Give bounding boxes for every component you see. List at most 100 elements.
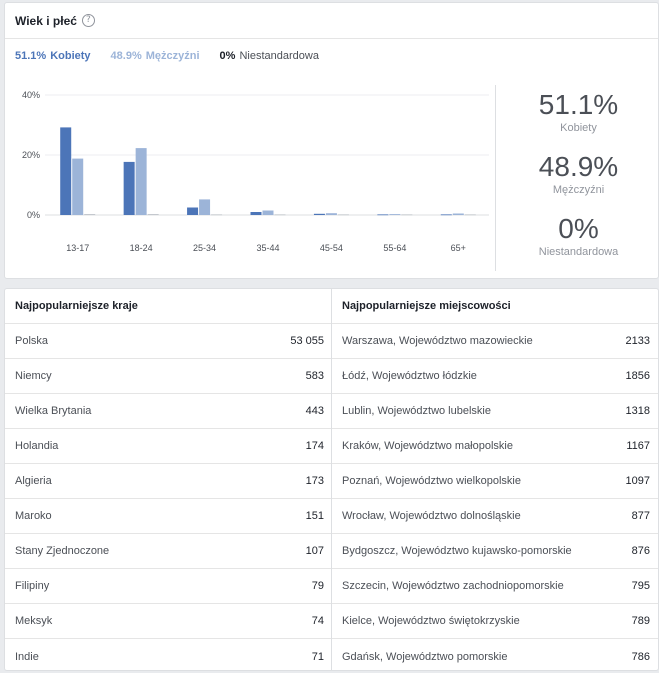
summary-other: 0% Niestandardowa — [497, 213, 659, 275]
city-name: Szczecin, Województwo zachodniopomorskie — [342, 580, 564, 592]
city-value: 1097 — [625, 475, 650, 487]
x-tick-label: 13-17 — [66, 243, 89, 253]
bar-other-35-44[interactable] — [274, 214, 286, 216]
summary-men: 48.9% Mężczyźni — [497, 151, 659, 213]
x-tick-label: 45-54 — [320, 243, 343, 253]
bar-other-13-17[interactable] — [84, 214, 96, 215]
country-value: 583 — [305, 370, 324, 382]
gender-legend: 51.1% Kobiety 48.9% Mężczyźni 0% Niestan… — [15, 50, 319, 62]
summary-women: 51.1% Kobiety — [497, 89, 659, 151]
legend-women-pct: 51.1% — [15, 50, 47, 62]
cities-rows: Warszawa, Województwo mazowieckie 2133 Łód… — [332, 324, 658, 673]
bar-women-18-24[interactable] — [123, 161, 135, 215]
y-tick-label: 20% — [22, 150, 40, 160]
country-name: Meksyk — [15, 615, 53, 627]
country-name: Polska — [15, 335, 49, 347]
country-name: Algieria — [15, 475, 52, 487]
table-row: Indie 71 — [5, 639, 332, 673]
bar-men-65+[interactable] — [452, 213, 464, 216]
legend-women[interactable]: 51.1% Kobiety — [15, 50, 91, 62]
bar-men-45-54[interactable] — [325, 213, 337, 215]
summary-men-value: 48.9% — [538, 151, 619, 182]
summary-women-label: Kobiety — [560, 122, 597, 134]
table-row: Polska 53 055 — [5, 324, 332, 359]
legend-men-label: Mężczyźni — [145, 50, 200, 62]
country-name: Maroko — [15, 510, 52, 522]
table-row: Algieria 173 — [5, 464, 332, 499]
x-tick-label: 35-44 — [256, 243, 279, 253]
country-value: 151 — [305, 510, 324, 522]
countries-header: Najpopularniejsze kraje — [5, 289, 332, 324]
country-name: Indie — [15, 650, 39, 663]
bar-women-13-17[interactable] — [60, 127, 72, 215]
bar-men-13-17[interactable] — [72, 158, 84, 215]
y-tick-label: 0% — [27, 210, 40, 220]
countries-rows: Polska 53 055 Niemcy 583 Wielka Brytania 443 H… — [5, 324, 332, 673]
city-value: 877 — [631, 510, 650, 522]
table-row: Maroko 151 — [5, 499, 332, 534]
summary-other-label: Niestandardowa — [538, 246, 619, 258]
gender-summary: 51.1% Kobiety 48.9% Mężczyźni 0% Niestan… — [497, 89, 659, 275]
legend-other[interactable]: 0% Niestandardowa — [220, 50, 319, 62]
city-value: 789 — [631, 615, 650, 627]
city-value: 2133 — [625, 335, 650, 347]
table-row: Meksyk 74 — [5, 604, 332, 639]
bar-other-65+[interactable] — [464, 214, 476, 216]
table-row: Warszawa, Województwo mazowieckie 2133 — [332, 324, 658, 359]
table-row: Bydgoszcz, Województwo kujawsko-pomorski… — [332, 534, 658, 569]
table-row: Holandia 174 — [5, 429, 332, 464]
city-value: 876 — [631, 545, 650, 557]
city-name: Poznań, Województwo wielkopolskie — [342, 475, 521, 487]
city-name: Łódź, Województwo łódzkie — [342, 370, 477, 382]
bar-women-35-44[interactable] — [250, 212, 262, 215]
table-row: Kielce, Województwo świętokrzyskie 789 — [332, 604, 658, 639]
country-value: 71 — [311, 650, 324, 663]
table-row: Wielka Brytania 443 — [5, 394, 332, 429]
summary-women-value: 51.1% — [538, 89, 619, 120]
bar-women-65+[interactable] — [440, 214, 452, 216]
bar-men-55-64[interactable] — [389, 214, 401, 215]
chart-divider — [495, 85, 496, 271]
table-row: Stany Zjednoczone 107 — [5, 534, 332, 569]
city-value: 1856 — [625, 370, 650, 382]
bar-other-45-54[interactable] — [337, 214, 349, 216]
bar-women-45-54[interactable] — [313, 213, 325, 215]
summary-men-label: Mężczyźni — [552, 184, 605, 196]
city-name: Warszawa, Województwo mazowieckie — [342, 335, 533, 347]
summary-other-value: 0% — [558, 213, 599, 244]
table-row: Szczecin, Województwo zachodniopomorskie… — [332, 569, 658, 604]
bar-men-35-44[interactable] — [262, 210, 274, 216]
city-name: Lublin, Województwo lubelskie — [342, 405, 491, 417]
legend-men-pct: 48.9% — [110, 50, 142, 62]
x-tick-label: 25-34 — [193, 243, 216, 253]
country-value: 174 — [305, 440, 324, 452]
x-tick-label: 65+ — [451, 243, 466, 253]
country-value: 74 — [311, 615, 324, 627]
country-value: 79 — [311, 580, 324, 592]
table-row: Łódź, Województwo łódzkie 1856 — [332, 359, 658, 394]
table-row: Filipiny 79 — [5, 569, 332, 604]
legend-other-label: Niestandardowa — [239, 50, 319, 62]
bar-men-25-34[interactable] — [199, 199, 211, 215]
x-tick-label: 18-24 — [130, 243, 153, 253]
city-name: Kielce, Województwo świętokrzyskie — [342, 615, 520, 627]
table-row: Lublin, Województwo lubelskie 1318 — [332, 394, 658, 429]
city-value: 795 — [631, 580, 650, 592]
bar-women-25-34[interactable] — [187, 207, 199, 216]
table-row: Kraków, Województwo małopolskie 1167 — [332, 429, 658, 464]
bar-women-55-64[interactable] — [377, 214, 389, 216]
bar-other-18-24[interactable] — [147, 214, 159, 215]
country-value: 173 — [305, 475, 324, 487]
city-name: Gdańsk, Województwo pomorskie — [342, 650, 508, 663]
question-circle-icon[interactable]: ? — [81, 14, 95, 27]
table-row: Wrocław, Województwo dolnośląskie 877 — [332, 499, 658, 534]
age-gender-card: Wiek i płeć ? 51.1% Kobiety 48.9% Mężczy… — [4, 2, 659, 279]
country-value: 107 — [305, 545, 324, 557]
city-name: Kraków, Województwo małopolskie — [342, 440, 513, 452]
table-row: Niemcy 583 — [5, 359, 332, 394]
bar-men-18-24[interactable] — [135, 148, 147, 215]
bar-other-25-34[interactable] — [211, 214, 223, 216]
legend-men[interactable]: 48.9% Mężczyźni — [111, 50, 200, 62]
bar-other-55-64[interactable] — [401, 214, 413, 216]
country-name: Filipiny — [15, 580, 50, 592]
